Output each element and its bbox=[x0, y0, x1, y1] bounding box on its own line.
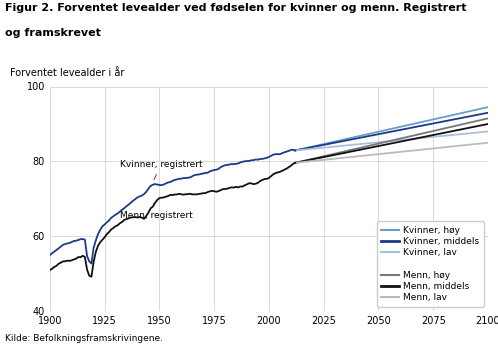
Text: Figur 2. Forventet levealder ved fødselen for kvinner og menn. Registrert: Figur 2. Forventet levealder ved fødsele… bbox=[5, 3, 467, 13]
Text: Kvinner, registrert: Kvinner, registrert bbox=[120, 160, 203, 180]
Text: Menn, registrert: Menn, registrert bbox=[120, 203, 193, 220]
Text: og framskrevet: og framskrevet bbox=[5, 28, 101, 38]
Legend: Kvinner, høy, Kvinner, middels, Kvinner, lav, , Menn, høy, Menn, middels, Menn, : Kvinner, høy, Kvinner, middels, Kvinner,… bbox=[376, 221, 484, 307]
Text: Forventet levealder i år: Forventet levealder i år bbox=[10, 67, 124, 78]
Text: Kilde: Befolkningsframskrivingene.: Kilde: Befolkningsframskrivingene. bbox=[5, 334, 163, 343]
